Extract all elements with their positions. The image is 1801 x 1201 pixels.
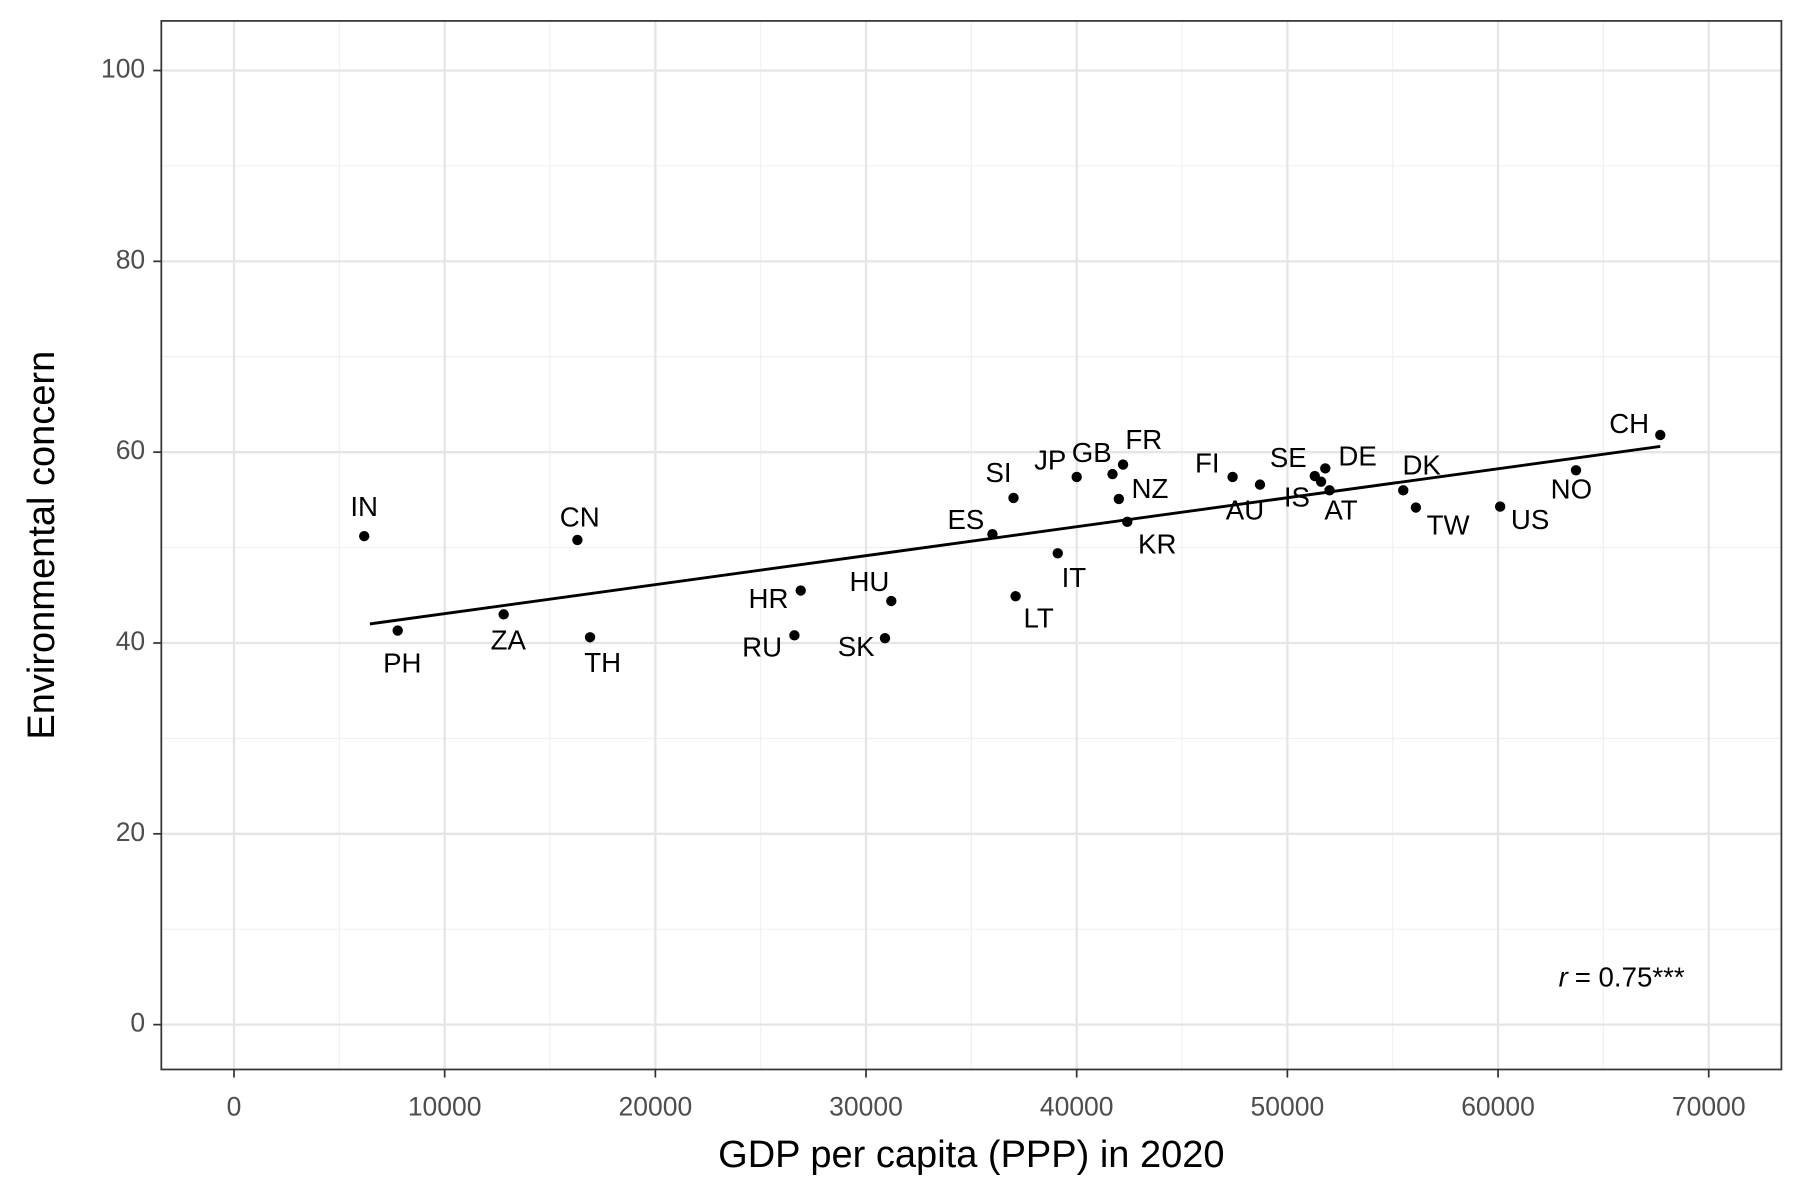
point-label: FI xyxy=(1195,448,1220,479)
annotation-symbol: r xyxy=(1559,962,1570,993)
point-label: GB xyxy=(1072,437,1112,468)
point xyxy=(1655,429,1666,441)
point-label: PH xyxy=(383,647,421,678)
point xyxy=(1071,471,1082,483)
y-tick-label: 20 xyxy=(116,817,145,847)
point-label: SI xyxy=(985,457,1011,488)
point-label: IS xyxy=(1284,481,1310,512)
x-tick-label: 70000 xyxy=(1672,1092,1746,1122)
point-label: TH xyxy=(584,647,621,678)
point xyxy=(879,633,891,644)
point xyxy=(795,585,806,596)
point xyxy=(1227,471,1238,483)
point-label: US xyxy=(1511,504,1549,535)
point xyxy=(572,534,583,546)
point-label: RU xyxy=(742,631,782,662)
y-axis-title: Environmental concern xyxy=(21,351,63,740)
y-tick-label: 40 xyxy=(116,626,145,656)
point xyxy=(1113,493,1125,505)
x-tick-label: 40000 xyxy=(1040,1092,1114,1122)
point-label: KR xyxy=(1138,528,1176,559)
point-label: TW xyxy=(1427,509,1470,540)
point-label: JP xyxy=(1034,444,1066,475)
point xyxy=(1410,502,1422,513)
panel-border xyxy=(160,20,1783,1071)
point-label: AT xyxy=(1324,495,1357,526)
point xyxy=(1052,548,1063,559)
point xyxy=(1254,479,1266,490)
point xyxy=(789,630,800,641)
point xyxy=(1010,591,1021,602)
y-tick-label: 60 xyxy=(116,435,145,465)
point-label: IN xyxy=(350,491,378,522)
point xyxy=(1324,485,1335,496)
point-label: FR xyxy=(1125,424,1162,455)
point xyxy=(1122,516,1133,528)
point xyxy=(886,595,897,607)
point-label: IT xyxy=(1062,562,1087,593)
y-tick-label: 100 xyxy=(101,54,145,84)
point-label: HR xyxy=(748,583,788,614)
x-axis-title: GDP per capita (PPP) in 2020 xyxy=(718,1134,1224,1176)
point-label: SE xyxy=(1270,442,1307,473)
annotation: r = 0.75*** xyxy=(1559,962,1685,993)
point-label: ES xyxy=(947,504,984,535)
y-tick-label: 80 xyxy=(116,244,145,274)
point-label: NO xyxy=(1551,473,1592,504)
point xyxy=(1398,485,1409,496)
point-label: CN xyxy=(560,501,600,532)
point xyxy=(1315,476,1327,487)
point-label: DE xyxy=(1338,440,1376,471)
point xyxy=(1494,501,1506,512)
point-label: AU xyxy=(1226,495,1264,526)
point-label: SK xyxy=(838,631,875,662)
point xyxy=(498,609,509,620)
annotation-text: = 0.75*** xyxy=(1575,962,1685,993)
point xyxy=(1117,459,1129,470)
point-label: NZ xyxy=(1132,473,1169,504)
point-label: LT xyxy=(1024,603,1054,634)
y-tick-label: 0 xyxy=(130,1008,145,1038)
x-tick-label: 60000 xyxy=(1461,1092,1535,1122)
point xyxy=(392,625,403,636)
point-label: ZA xyxy=(491,624,527,655)
x-tick-label: 20000 xyxy=(619,1092,693,1122)
point-label: HU xyxy=(849,566,889,597)
grid xyxy=(161,20,1782,1070)
x-tick-label: 30000 xyxy=(829,1092,903,1122)
point xyxy=(1008,492,1019,504)
point xyxy=(1320,463,1331,474)
point xyxy=(584,632,596,643)
point xyxy=(1570,465,1582,476)
x-tick-label: 10000 xyxy=(408,1092,482,1122)
point xyxy=(359,530,370,542)
point xyxy=(1107,468,1118,480)
trend-line xyxy=(369,445,1661,626)
point xyxy=(987,529,998,540)
point-label: DK xyxy=(1402,450,1441,481)
x-tick-label: 0 xyxy=(227,1092,242,1122)
point-label: CH xyxy=(1609,408,1649,439)
x-tick-label: 50000 xyxy=(1251,1092,1325,1122)
